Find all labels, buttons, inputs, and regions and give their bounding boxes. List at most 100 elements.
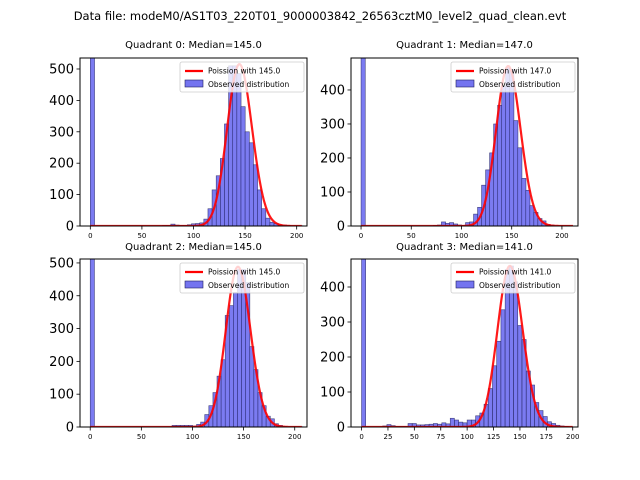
histogram-bar — [492, 365, 497, 427]
x-tick-label: 25 — [383, 433, 392, 441]
x-tick-label: 50 — [407, 232, 416, 240]
x-tick-label: 50 — [137, 433, 146, 441]
y-tick-label: 0 — [66, 220, 74, 235]
subplot-3: Quadrant 3: Median=141.0 0 100 200 300 400 0 25… — [320, 242, 579, 441]
histogram-bar — [257, 189, 263, 226]
x-tick-label: 150 — [238, 232, 251, 240]
x-tick-label: 200 — [555, 232, 568, 240]
y-tick-label: 200 — [49, 355, 74, 370]
histogram-bar — [517, 325, 523, 427]
legend-box — [179, 61, 305, 93]
histogram-bar — [361, 259, 366, 427]
subplot-title: Quadrant 3: Median=141.0 — [396, 242, 533, 253]
x-tick-label: 100 — [186, 433, 199, 441]
y-tick-label: 400 — [320, 83, 345, 98]
histogram-bar — [521, 178, 527, 226]
histogram-bar — [261, 208, 267, 226]
legend-label-poisson: Poission with 145.0 — [208, 268, 281, 277]
legend-box — [450, 61, 576, 93]
histogram-bar — [253, 164, 258, 226]
legend: Poission with 147.0 Observed distribution — [450, 61, 576, 93]
legend: Poission with 145.0 Observed distribution — [179, 262, 305, 294]
x-tick-label: 75 — [436, 433, 445, 441]
x-tick-label: 200 — [290, 232, 303, 240]
subplot-0: Quadrant 0: Median=145.00100200300400500… — [49, 40, 308, 240]
y-tick-label: 200 — [320, 351, 345, 366]
x-tick-label: 0 — [359, 433, 363, 441]
x-tick-label: 0 — [88, 232, 92, 240]
subplot-1: Quadrant 1: Median=147.0 0 100 200 300 400 0 50… — [320, 40, 579, 240]
axes-frame — [350, 258, 579, 428]
legend-label-observed: Observed distribution — [479, 80, 560, 89]
histogram-bar — [509, 69, 515, 226]
y-tick-label: 400 — [49, 289, 74, 304]
x-tick-label: 150 — [505, 232, 518, 240]
histogram-bar — [449, 417, 455, 427]
y-tick-label: 100 — [320, 185, 345, 200]
subplot-title: Quadrant 2: Median=145.0 — [125, 242, 262, 253]
legend-label-observed: Observed distribution — [208, 80, 289, 89]
x-tick-label: 200 — [288, 433, 301, 441]
legend-patch-swatch — [455, 280, 475, 289]
y-tick-label: 0 — [66, 421, 74, 436]
histogram-bar — [90, 58, 95, 226]
y-tick-label: 500 — [49, 256, 74, 271]
x-tick-label: 50 — [410, 433, 419, 441]
legend-label-observed: Observed distribution — [479, 281, 560, 290]
subplot-title: Quadrant 0: Median=145.0 — [125, 40, 262, 51]
legend-label-poisson: Poission with 147.0 — [479, 67, 552, 76]
y-tick-label: 300 — [320, 316, 345, 331]
histogram-bar — [517, 147, 523, 226]
x-tick-label: 150 — [513, 433, 526, 441]
x-tick-label: 125 — [487, 433, 500, 441]
x-tick-label: 100 — [187, 232, 200, 240]
legend: Poission with 141.0 Observed distribution — [450, 262, 576, 294]
y-tick-label: 200 — [49, 157, 74, 172]
histogram-bar — [496, 340, 502, 427]
subplot-2: Quadrant 2: Median=145.00100200300400500… — [49, 242, 308, 441]
axes-frame — [79, 258, 308, 428]
x-tick-label: 0 — [88, 433, 92, 441]
histogram-bar — [501, 86, 507, 226]
x-tick-label: 100 — [460, 433, 473, 441]
y-tick-label: 500 — [49, 62, 74, 77]
histogram-bar — [269, 221, 275, 226]
histogram-bar — [244, 131, 250, 226]
histogram-bar — [236, 73, 242, 226]
x-tick-label: 200 — [566, 433, 579, 441]
legend-patch-swatch — [184, 79, 204, 88]
y-tick-label: 100 — [49, 188, 74, 203]
y-tick-label: 0 — [337, 220, 345, 235]
x-tick-label: 0 — [359, 232, 363, 240]
histogram-bar — [228, 305, 234, 427]
histogram-bar — [240, 106, 246, 226]
y-tick-label: 300 — [320, 117, 345, 132]
histogram-bar — [248, 142, 254, 226]
histogram-bar — [265, 217, 271, 226]
legend-box — [450, 262, 576, 294]
x-tick-label: 100 — [455, 232, 468, 240]
y-tick-label: 400 — [320, 281, 345, 296]
y-tick-label: 100 — [320, 386, 345, 401]
histogram-bar — [89, 259, 95, 427]
y-tick-label: 400 — [49, 94, 74, 109]
histogram-bar — [497, 104, 503, 226]
histogram-bar — [525, 189, 531, 226]
y-tick-label: 300 — [49, 125, 74, 140]
y-tick-label: 100 — [49, 388, 74, 403]
legend-label-observed: Observed distribution — [208, 281, 289, 290]
x-tick-label: 150 — [237, 433, 250, 441]
subplot-title: Quadrant 1: Median=147.0 — [396, 40, 533, 51]
histogram-bar — [513, 281, 519, 427]
plot-area — [90, 58, 304, 226]
histogram-bar — [233, 292, 238, 427]
axes-frame — [350, 57, 579, 227]
histogram-bar — [513, 120, 519, 226]
legend: Poission with 145.0 Observed distribution — [179, 61, 305, 93]
histogram-bar — [360, 58, 366, 226]
x-tick-label: 175 — [540, 433, 553, 441]
legend-box — [179, 262, 305, 294]
x-tick-label: 50 — [137, 232, 146, 240]
y-tick-label: 200 — [320, 151, 345, 166]
